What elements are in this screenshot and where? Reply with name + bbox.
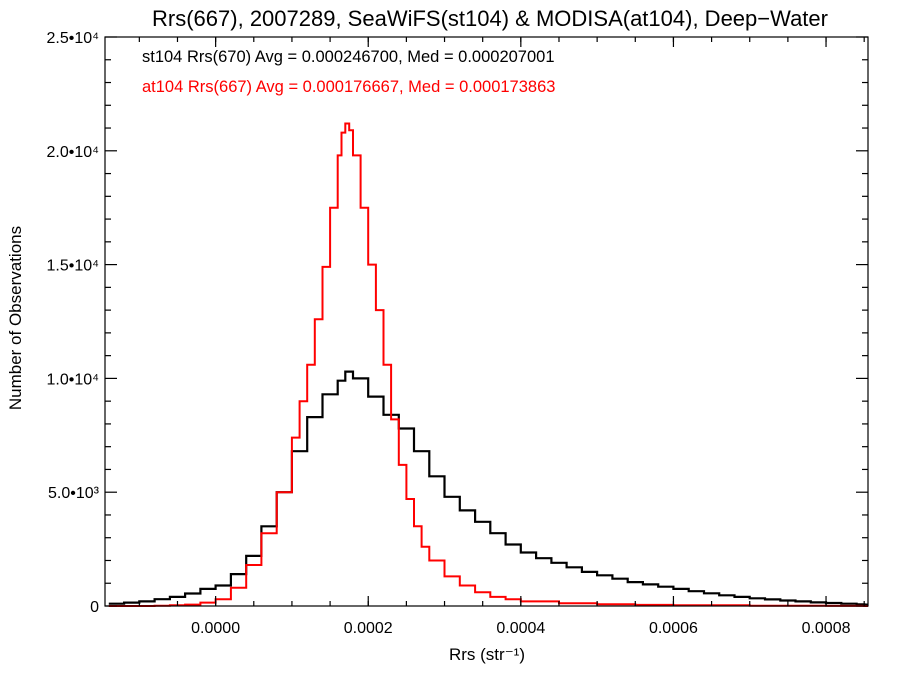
y-tick-label: 0 [90,599,99,616]
y-tick-label: 5.0•10³ [48,485,100,502]
series-line-at104 [108,122,868,607]
x-tick-label: 0.0006 [649,620,698,637]
x-tick-label: 0.0008 [802,620,851,637]
series-line-st104 [108,370,868,606]
y-tick-label: 2.0•10⁴ [46,144,99,161]
x-tick-label: 0.0000 [191,620,240,637]
chart-title: Rrs(667), 2007289, SeaWiFS(st104) & MODI… [152,6,828,31]
legend-entry-at104: at104 Rrs(667) Avg = 0.000176667, Med = … [142,78,555,96]
legend-entry-st104: st104 Rrs(670) Avg = 0.000246700, Med = … [142,48,555,66]
x-axis: 0.0000 0.0002 0.0004 0.0006 0.0008 [138,37,865,637]
legend: st104 Rrs(670) Avg = 0.000246700, Med = … [142,48,555,96]
y-tick-label: 2.5•10⁴ [46,30,99,47]
plot-frame [104,36,869,607]
y-tick-label: 1.0•10⁴ [46,371,99,388]
x-tick-label: 0.0004 [496,620,545,637]
y-axis-label: Number of Observations [6,226,25,410]
x-tick-label: 0.0002 [344,620,393,637]
y-tick-label: 1.5•10⁴ [46,258,99,275]
x-axis-label: Rrs (str⁻¹) [449,645,525,664]
y-axis: 0 5.0•10³ 1.0•10⁴ 1.5•10⁴ 2.0•10⁴ 2.5•10⁴ [46,30,868,616]
plot-lines [108,122,868,607]
